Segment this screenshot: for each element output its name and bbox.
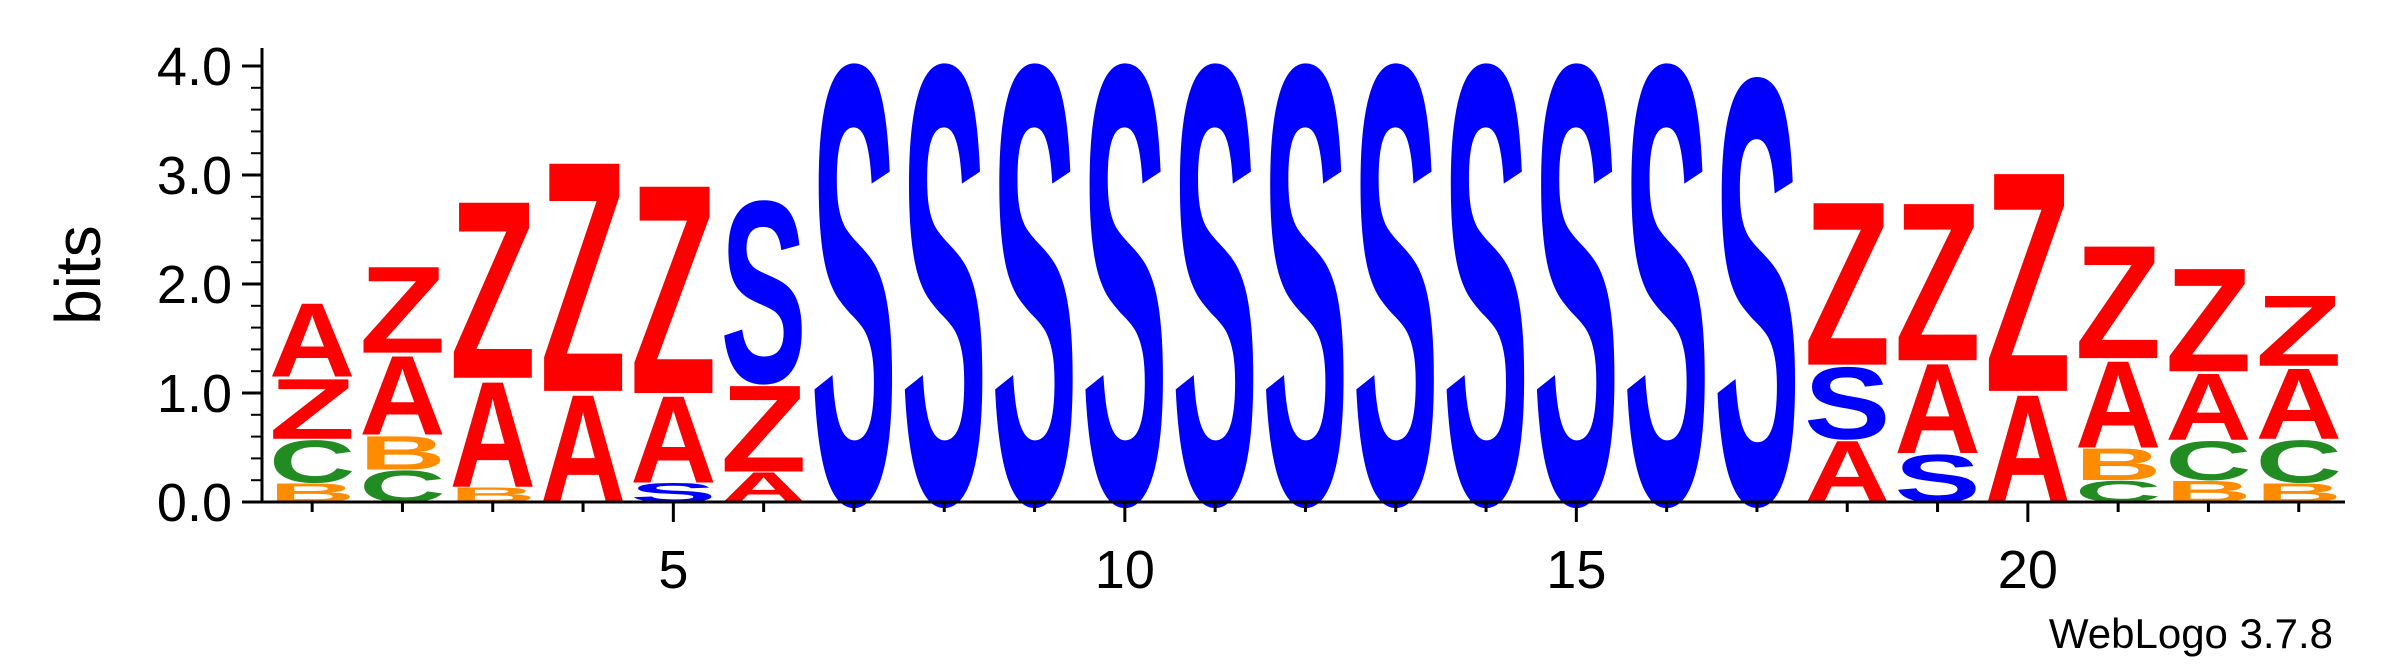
logo-stack-pos-19: SAZ	[1894, 156, 1980, 516]
logo-letter-Z: Z	[2165, 237, 2251, 403]
y-tick-label: 1.0	[157, 364, 232, 424]
logo-letter-B: B	[359, 426, 445, 480]
logo-letter-C: C	[2165, 430, 2251, 492]
logo-letter-S: S	[1533, 0, 1619, 636]
logo-stack-pos-4: AZ	[540, 92, 626, 536]
logo-letter-Z: Z	[269, 361, 355, 458]
logo-letter-Z: Z	[1985, 106, 2071, 458]
logo-stack-pos-14: S	[1443, 0, 1529, 636]
logo-stack-pos-16: S	[1624, 0, 1710, 636]
logo-stack-pos-15: S	[1533, 0, 1619, 636]
logo-letter-A: A	[630, 370, 716, 509]
x-tick-label: 15	[1546, 540, 1606, 600]
logo-letter-Z: Z	[450, 148, 536, 432]
logo-letter-A: A	[450, 350, 536, 519]
logo-letter-Z: Z	[359, 242, 445, 380]
logo-stack-pos-3: BAZ	[450, 148, 536, 519]
logo-letter-S: S	[1082, 0, 1168, 636]
logo-letter-Z: Z	[721, 360, 807, 498]
logo-letter-Z: Z	[630, 122, 716, 457]
logo-letter-A: A	[2256, 348, 2342, 461]
logo-letter-A: A	[2075, 335, 2161, 474]
logo-letter-A: A	[2165, 353, 2251, 460]
logo-stack-pos-20: AZ	[1985, 106, 2071, 536]
x-tick-label: 10	[1095, 540, 1155, 600]
logo-stack-pos-13: S	[1353, 0, 1439, 636]
logo-stack-pos-7: S	[811, 0, 897, 636]
logo-letter-Z: Z	[1804, 154, 1890, 416]
logo-stack-pos-17: S	[1714, 0, 1800, 632]
logo-letter-S: S	[811, 0, 897, 636]
y-ticks: 0.0 1.0 2.0 3.0 4.0	[157, 37, 262, 533]
axes: 0.0 1.0 2.0 3.0 4.0 5 10 15 20	[157, 37, 2345, 600]
logo-letter-Z: Z	[2075, 212, 2161, 393]
y-tick-label: 4.0	[157, 37, 232, 97]
logo-stack-pos-6: AZS	[721, 147, 807, 511]
logo-letter-S: S	[1262, 0, 1348, 636]
logo-letter-S: S	[1172, 0, 1258, 636]
y-axis-label: bits	[42, 225, 114, 325]
logo-letter-S: S	[721, 147, 807, 438]
weblogo-credit: WebLogo 3.7.8	[2049, 610, 2333, 657]
y-tick-label: 2.0	[157, 255, 232, 315]
y-tick-label: 0.0	[157, 473, 232, 533]
logo-letter-Z: Z	[2256, 275, 2342, 388]
logo-stack-pos-18: ASZ	[1804, 154, 1890, 521]
x-ticks: 5 10 15 20	[310, 502, 2301, 600]
logo-letter-S: S	[1804, 345, 1890, 460]
logo-letter-A: A	[359, 331, 445, 459]
logo-letter-B: B	[2075, 440, 2161, 491]
logo-letter-A: A	[269, 281, 355, 399]
logo-stack-pos-11: S	[1172, 0, 1258, 636]
logo-letter-S: S	[991, 0, 1077, 636]
logo-letter-S: S	[1624, 0, 1710, 636]
logo-stack-pos-8: S	[901, 0, 987, 636]
logo-letter-Z: Z	[1894, 156, 1980, 409]
logo-letter-S: S	[1443, 0, 1529, 636]
logo-stack-pos-10: S	[1082, 0, 1168, 636]
logo-letter-S: S	[1353, 0, 1439, 636]
logo-letter-C: C	[269, 428, 355, 496]
logo-letter-S: S	[1714, 0, 1800, 632]
x-tick-label: 20	[1998, 540, 2058, 600]
logo-letter-A: A	[1894, 338, 1980, 481]
y-tick-label: 3.0	[157, 146, 232, 206]
logo-letter-Z: Z	[540, 92, 626, 461]
logo-stack-pos-9: S	[991, 0, 1077, 636]
logo-stack-pos-5: SAZ	[630, 122, 716, 509]
logo-stack-pos-12: S	[1262, 0, 1348, 636]
logo-letter-S: S	[901, 0, 987, 636]
x-tick-label: 5	[658, 540, 688, 600]
logo-letter-C: C	[2256, 428, 2342, 496]
